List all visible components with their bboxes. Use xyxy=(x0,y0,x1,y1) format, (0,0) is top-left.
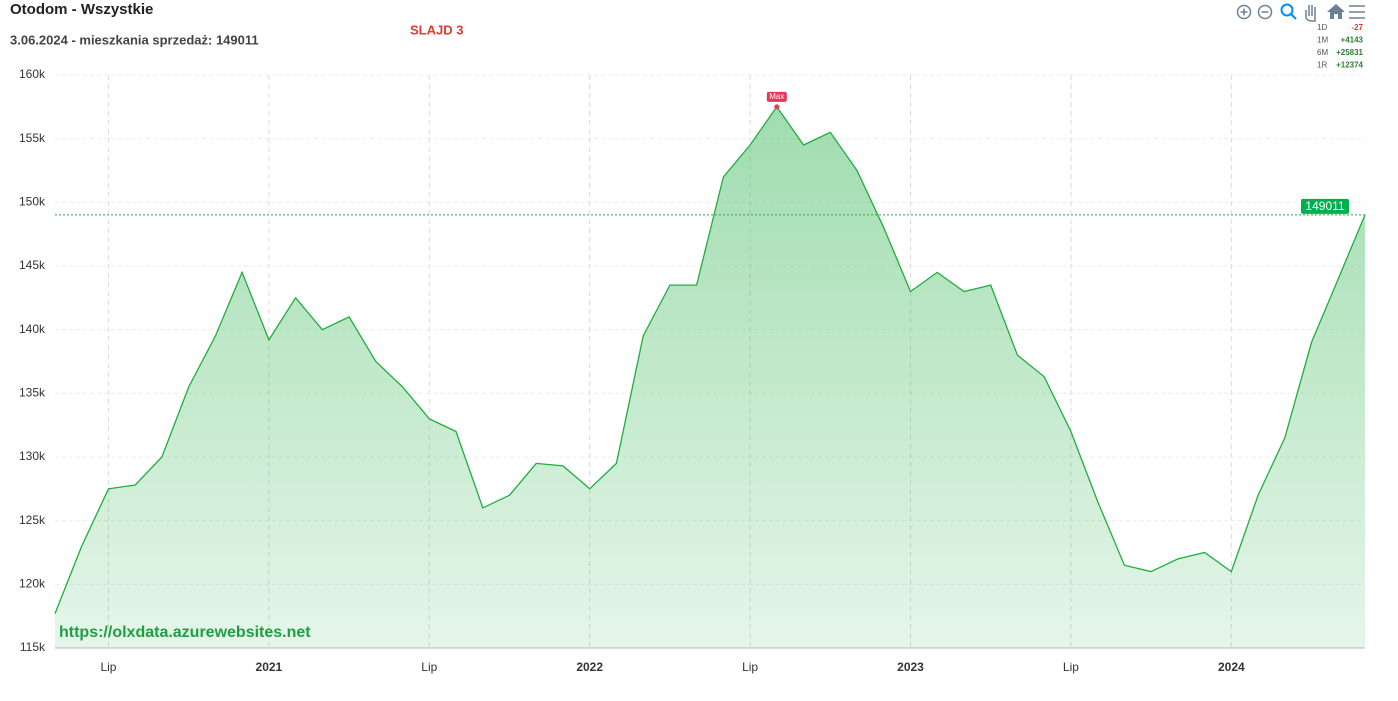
chart-title: Otodom - Wszystkie xyxy=(10,1,153,18)
x-tick-label: 2021 xyxy=(256,660,283,674)
toolbar xyxy=(1236,3,1365,22)
stats-period: 1M xyxy=(1317,36,1328,45)
zoom-out-button[interactable] xyxy=(1257,4,1273,20)
slide-annotation: SLAJD 3 xyxy=(410,22,463,37)
y-tick-label: 120k xyxy=(19,577,46,591)
pan-button[interactable] xyxy=(1305,5,1316,22)
line xyxy=(54,105,1366,614)
area xyxy=(55,106,1365,649)
last-value-label-bg xyxy=(1301,198,1349,214)
x-tick-label: Lip xyxy=(1063,660,1079,674)
y-tick-label: 125k xyxy=(19,513,46,527)
y-tick-label: 145k xyxy=(19,258,46,272)
stats-change: +4143 xyxy=(1341,36,1364,45)
x-tick-label: 2024 xyxy=(1218,660,1245,674)
zoom-in-button[interactable] xyxy=(1236,4,1252,20)
x-tick-label: 2022 xyxy=(576,660,603,674)
y-tick-label: 150k xyxy=(19,195,46,209)
y-tick-label: 160k xyxy=(19,67,46,81)
y-tick-label: 135k xyxy=(19,386,46,400)
stats-period: 1D xyxy=(1317,23,1327,32)
x-tick-label: Lip xyxy=(421,660,437,674)
stats-period: 1R xyxy=(1317,61,1327,70)
last-value-label: 149011 xyxy=(1305,199,1344,213)
stats-change: +12374 xyxy=(1336,61,1363,70)
x-tick-label: Lip xyxy=(100,660,116,674)
max-marker xyxy=(774,104,780,110)
y-tick-label: 115k xyxy=(20,640,46,654)
reset-button[interactable] xyxy=(1327,4,1345,19)
y-tick-label: 155k xyxy=(19,131,46,145)
stats-change: -27 xyxy=(1351,23,1363,32)
stats-change: +25831 xyxy=(1336,48,1363,57)
x-tick-label: 2023 xyxy=(897,660,924,674)
y-tick-label: 130k xyxy=(19,449,46,463)
chart-subtitle: 3.06.2024 - mieszkania sprzedaż: 149011 xyxy=(10,32,259,47)
stats-period: 6M xyxy=(1317,48,1328,57)
x-tick-label: Lip xyxy=(742,660,758,674)
menu-button[interactable] xyxy=(1349,5,1365,19)
max-label-bg xyxy=(766,91,787,102)
y-tick-label: 140k xyxy=(19,322,46,336)
zoom-button[interactable] xyxy=(1280,3,1297,20)
stats-table: 1D -27 1M +4143 6M +25831 1R +12374 xyxy=(1317,23,1364,70)
max-label: Max xyxy=(769,92,784,101)
watermark: https://olxdata.azurewebsites.net xyxy=(59,624,311,641)
